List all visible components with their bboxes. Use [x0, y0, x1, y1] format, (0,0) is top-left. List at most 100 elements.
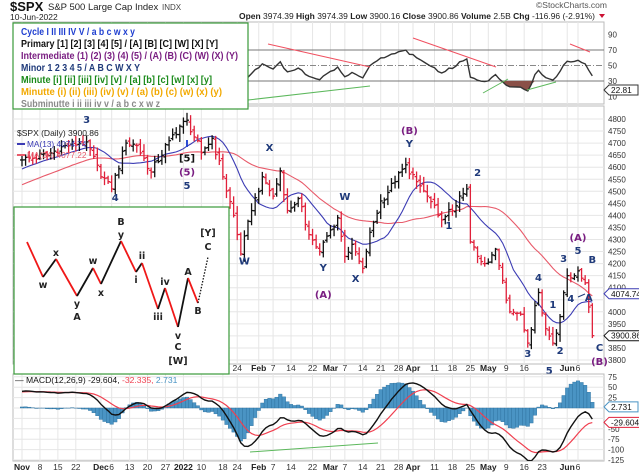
date-tick-label: 16	[519, 462, 529, 472]
wave-segment	[55, 258, 78, 297]
macd-histogram-bar	[213, 407, 218, 415]
macd-histogram-bar	[324, 407, 329, 416]
price-bar	[91, 145, 96, 160]
macd-histogram-bar	[55, 407, 60, 410]
price-bar	[353, 240, 358, 256]
macd-histogram-bar	[532, 407, 537, 416]
date-tick-label: Jun	[560, 363, 575, 373]
macd-histogram-bar	[575, 380, 580, 409]
price-bar	[418, 175, 423, 193]
macd-histogram-bar	[192, 402, 197, 409]
price-bar	[522, 307, 527, 333]
axis-label: 3950	[608, 320, 626, 329]
date-tick-label: 14	[358, 363, 368, 373]
macd-histogram-bar	[199, 407, 204, 411]
macd-histogram-bar	[314, 407, 319, 419]
macd-histogram-bar	[310, 407, 315, 417]
date-tick-label: 6	[576, 462, 581, 472]
date-tick-label: 20	[143, 462, 153, 472]
macd-histogram-bar	[497, 407, 502, 421]
macd-histogram-bar	[579, 382, 584, 409]
inset-wave-label: w	[89, 256, 98, 267]
macd-histogram-bar	[421, 404, 426, 409]
price-bar	[231, 196, 236, 218]
price-bar	[572, 273, 577, 281]
price-bar	[436, 197, 441, 218]
axis-label: 4400	[608, 211, 626, 220]
wave-segment	[76, 267, 94, 297]
price-bar	[364, 248, 369, 269]
wave-label: (B)	[591, 357, 608, 368]
macd-histogram-bar	[321, 407, 326, 419]
price-bar	[497, 248, 502, 270]
price-bar	[525, 329, 530, 348]
date-tick-label: 6	[576, 363, 581, 373]
macd-histogram-bar	[543, 405, 548, 409]
price-bar	[547, 326, 552, 341]
date-tick-label: 8	[38, 462, 43, 472]
wave-segment	[120, 240, 137, 273]
date-tick-label: 2022	[174, 462, 193, 472]
price-bar	[457, 191, 462, 213]
legend-primary: Primary [1] [2] [3] [4] [5] / [A] [B] [C…	[21, 38, 218, 50]
price-bar	[414, 171, 419, 189]
price-bar	[328, 225, 333, 239]
date-tick-label: Mar	[323, 363, 339, 373]
ma-legend-label: MA(34) 4077.22	[27, 150, 87, 160]
price-bar	[504, 277, 509, 304]
price-bar	[407, 157, 412, 180]
macd-histogram-bar	[436, 407, 441, 420]
price-bar	[332, 224, 337, 237]
price-bar	[425, 184, 430, 203]
price-bar	[540, 289, 545, 317]
macd-histogram-bar	[378, 389, 383, 409]
axis-label: -125	[608, 456, 625, 465]
last-close-tag-box	[603, 330, 639, 342]
price-plot	[20, 112, 595, 350]
macd-legend: — MACD(12,26,9) -29.604, -32.335, 2.731	[15, 375, 178, 385]
axis-label: 75	[608, 373, 617, 382]
inset-wave-label: i	[134, 275, 137, 286]
axis-label: 4500	[608, 187, 626, 196]
axis-label: -75	[608, 435, 620, 444]
macd-histogram-bar	[439, 407, 444, 422]
date-tick-label: May	[480, 363, 497, 373]
wave-label: X	[266, 143, 274, 154]
macd-histogram-bar	[102, 407, 107, 422]
price-bar	[511, 308, 516, 316]
price-bar	[586, 279, 591, 314]
macd-histogram-bar	[590, 402, 595, 409]
macd-histogram-bar	[317, 407, 322, 421]
date-tick-label: May	[480, 462, 497, 472]
date-tick-label: 25	[466, 462, 476, 472]
macd-histogram-bar	[518, 407, 523, 426]
macd-histogram-bar	[195, 405, 200, 409]
axis-label: 3850	[608, 344, 626, 353]
price-bar	[156, 154, 161, 164]
price-bar	[167, 136, 172, 151]
price-bar	[554, 329, 559, 347]
price-bar	[382, 197, 387, 209]
wave-label: (A)	[315, 290, 332, 301]
wave-label: 2	[474, 168, 481, 179]
macd-histogram-bar	[228, 407, 233, 429]
macd-histogram-bar	[371, 398, 376, 409]
ma13-line	[21, 135, 593, 324]
price-bar	[84, 135, 89, 151]
macd-histogram-bar	[188, 399, 193, 409]
wave-label: C	[596, 343, 603, 354]
price-bar	[192, 125, 197, 142]
macd-histogram-bar	[296, 404, 301, 409]
date-tick-label: 25	[466, 363, 476, 373]
wave-label: I	[185, 139, 189, 150]
price-bar	[70, 138, 75, 150]
legend-minor: Minor 1 2 3 4 5 / A B C W X Y	[21, 62, 140, 74]
macd-histogram-bar	[360, 407, 365, 413]
price-bar	[263, 173, 268, 185]
macd-histogram-bar	[375, 394, 380, 409]
macd-histogram-bar	[98, 407, 103, 420]
macd-histogram-bar	[95, 407, 100, 416]
macd-histogram-bar	[249, 407, 254, 426]
